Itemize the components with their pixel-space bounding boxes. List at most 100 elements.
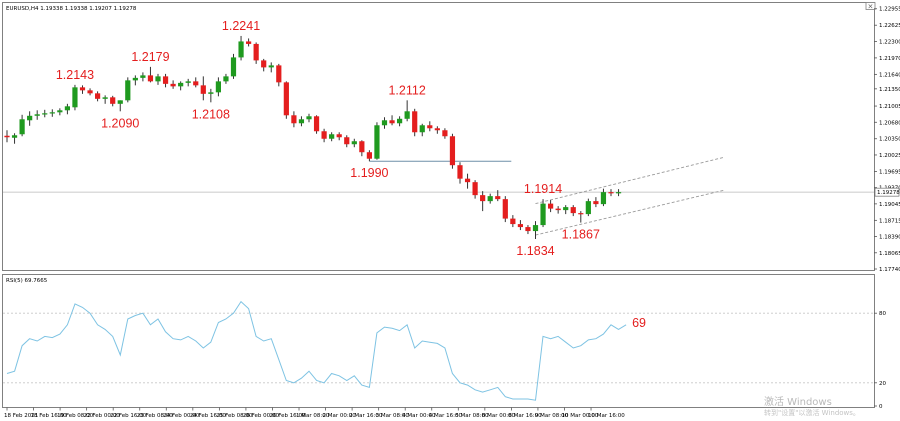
time-tick-label: 9 Mar 08:00 — [535, 413, 569, 419]
time-tick-label: 24 Feb 16:00 — [190, 413, 227, 419]
main-chart-frame[interactable] — [2, 2, 875, 271]
candle-body-bull — [298, 119, 305, 124]
price-tick-label: 1.21970 — [879, 56, 900, 62]
price-annotation: 1.2090 — [101, 116, 139, 130]
price-tick-label: 1.17740 — [879, 267, 900, 273]
overlay-lines — [3, 156, 874, 236]
candle-body-bull — [397, 118, 403, 124]
candle-body-bear — [480, 195, 486, 202]
price-annotation: 1.2241 — [222, 19, 260, 33]
close-icon[interactable]: × — [868, 3, 874, 11]
candle-body-bull — [351, 141, 357, 145]
candle-body-bear — [366, 152, 372, 159]
price-tick-label: 1.20025 — [879, 153, 900, 159]
rsi-tick-label: 0 — [879, 404, 883, 410]
channel-lower-line — [535, 189, 725, 236]
candle-body-bear — [389, 120, 395, 124]
price-tick-label: 1.22625 — [879, 23, 900, 29]
candle-body-bear — [555, 208, 561, 211]
candle-body-bull — [540, 203, 546, 226]
time-tick-label: 18 Feb 16:00 — [31, 413, 68, 419]
price-tick-label: 1.20350 — [879, 137, 900, 143]
candlestick-series — [4, 35, 622, 240]
time-tick-label: 24 Feb 00:00 — [163, 413, 200, 419]
price-tick-label: 1.21005 — [879, 104, 900, 110]
candle-body-bull — [27, 115, 33, 121]
candle-body-bear — [442, 130, 448, 137]
windows-activation-hint: 转到"设置"以激活 Windows。 — [764, 408, 860, 417]
time-tick-label: 22 Feb 16:00 — [110, 413, 147, 419]
candle-body-bull — [11, 135, 18, 138]
price-tick-label: 1.19045 — [879, 202, 900, 208]
time-tick-label: 10 Mar 00:00 — [561, 413, 598, 419]
symbol-header: EURUSD,H4 1.19338 1.19338 1.19207 1.1927… — [6, 6, 137, 12]
rsi-last-value-label: 69 — [632, 316, 646, 330]
price-tick-label: 1.22955 — [879, 7, 900, 13]
candle-body-bull — [155, 76, 161, 82]
rsi-line-series: 80 20 0 69 — [3, 300, 886, 410]
candle-body-bull — [102, 97, 108, 99]
time-tick-label: 10 Mar 16:00 — [588, 413, 625, 419]
time-tick-label: 26 Feb 16:00 — [269, 413, 306, 419]
price-tick-label: 1.20680 — [879, 120, 900, 126]
candle-body-bear — [291, 115, 297, 124]
candle-body-bear — [608, 192, 614, 194]
rsi-subwindow-frame[interactable] — [2, 274, 875, 408]
candle-body-bear — [162, 76, 169, 84]
candle-body-bear — [261, 60, 267, 68]
candle-body-bull — [34, 114, 40, 116]
candle-body-bear — [502, 199, 508, 219]
time-tick-label: 8 Mar 16:00 — [508, 413, 542, 419]
price-annotation: 1.1834 — [516, 244, 554, 258]
rsi-line — [6, 300, 627, 401]
price-annotation: 1.1867 — [562, 228, 600, 242]
candle-body-bull — [125, 80, 131, 101]
candle-body-bull — [532, 225, 539, 232]
price-tick-label: 1.19695 — [879, 169, 900, 175]
price-tick-label: 1.21350 — [879, 87, 900, 93]
candle-body-bear — [200, 85, 206, 94]
candle-body-bull — [140, 75, 146, 78]
candle-body-bear — [472, 182, 478, 196]
candle-body-bull — [268, 65, 274, 68]
time-tick-label: 25 Feb 08:00 — [216, 413, 253, 419]
price-tick-label: 1.22300 — [879, 39, 900, 45]
candle-body-bear — [495, 196, 501, 200]
candle-body-bull — [64, 106, 70, 111]
current-price-box — [874, 187, 900, 197]
price-annotation: 1.2143 — [56, 68, 94, 82]
price-annotation: 1.2179 — [131, 50, 169, 64]
candle-body-bear — [283, 82, 289, 116]
candle-body-bear — [525, 227, 531, 232]
candle-body-bull — [615, 192, 622, 194]
candle-body-bear — [510, 218, 516, 225]
price-annotation: 1.1990 — [350, 166, 388, 180]
candle-body-bull — [238, 41, 244, 58]
candle-body-bear — [170, 83, 176, 87]
candle-body-bear — [253, 43, 259, 61]
candle-body-bull — [178, 82, 184, 87]
price-annotation: 1.1914 — [524, 182, 562, 196]
price-axis: 1.22955 1.22625 1.22300 1.21970 1.21640 1.213… — [874, 7, 900, 273]
candle-body-bear — [147, 75, 154, 82]
close-box[interactable] — [865, 2, 876, 10]
channel-upper-line — [535, 156, 725, 205]
rsi-header: RSI(5) 69.7665 — [6, 278, 48, 284]
time-tick-label: 4 Mar 16:00 — [429, 413, 463, 419]
windows-activation-watermark: 激活 Windows — [764, 395, 832, 408]
price-tick-label: 1.18065 — [879, 251, 900, 257]
candle-body-bull — [306, 116, 312, 120]
time-tick-label: 8 Mar 00:00 — [482, 413, 516, 419]
candle-body-bear — [548, 203, 554, 209]
candle-body-bear — [593, 201, 599, 205]
candle-body-bear — [457, 165, 463, 179]
candle-body-bull — [42, 113, 48, 115]
candle-body-bear — [79, 87, 86, 91]
candle-body-bear — [193, 81, 199, 86]
candle-body-bull — [374, 125, 380, 159]
time-tick-label: 23 Feb 08:00 — [137, 413, 174, 419]
price-annotation: 1.2112 — [388, 83, 425, 97]
candle-body-bear — [427, 125, 433, 129]
